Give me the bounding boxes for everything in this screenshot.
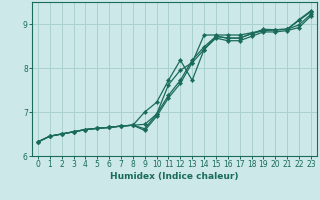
X-axis label: Humidex (Indice chaleur): Humidex (Indice chaleur) bbox=[110, 172, 239, 181]
